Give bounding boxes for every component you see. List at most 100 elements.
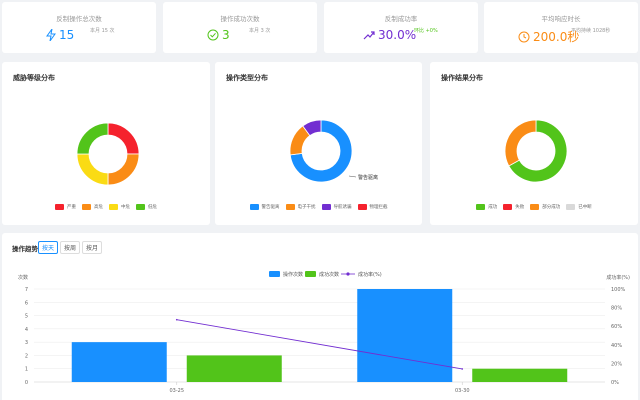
stat-title: 平均响应时长 — [541, 15, 581, 23]
legend-label[interactable]: 成功次数 — [319, 271, 339, 278]
donut-slice-警告驱离[interactable] — [289, 119, 353, 183]
stat-sub: 平均持续 1028秒 — [571, 28, 611, 34]
legend-item[interactable]: 失败 — [503, 204, 524, 210]
legend-swatch — [285, 204, 295, 210]
stat-value: 15 — [46, 28, 74, 42]
tab-by-week[interactable]: 按周 — [60, 241, 81, 254]
legend-label: 电子干扰 — [297, 205, 316, 210]
operation-result-card: 操作结果分布 成功 失败 部分成功 已中断 — [430, 62, 638, 225]
y2-tick-label: 80% — [611, 306, 622, 312]
y-tick-label: 3 — [25, 340, 28, 346]
callout-line — [348, 175, 357, 178]
legend-label: 低危 — [148, 205, 157, 210]
legend-item[interactable]: 部分成功 — [530, 204, 560, 210]
legend-item[interactable]: 导航诱骗 — [321, 204, 352, 210]
period-tabs: 按天 按周 按月 — [38, 241, 103, 254]
bar-操作次数-03-25[interactable] — [71, 342, 167, 382]
donut-slice-中危[interactable] — [76, 153, 109, 186]
tab-by-month[interactable]: 按月 — [82, 241, 103, 254]
stat-value: 30.0% — [363, 28, 416, 42]
y-tick-label: 0 — [25, 380, 28, 386]
card-title: 操作类型分布 — [226, 74, 268, 82]
legend-item[interactable]: 低危 — [136, 204, 157, 210]
card-title: 操作趋势 — [12, 245, 38, 253]
donut-slice-高危[interactable] — [107, 153, 140, 186]
success-rate-point-03-30[interactable] — [461, 368, 464, 370]
tab-by-day[interactable]: 按天 — [38, 241, 59, 254]
stat-card-success: 操作成功次数 3 本月 3 次 — [163, 2, 317, 53]
y-tick-label: 2 — [25, 353, 28, 359]
trend-combo-chart: 0 1 2 3 4 5 6 7 0% 20% 40% 60% 80% 100% 次数 成功率(%) 操作次数 成功… — [18, 271, 630, 394]
y-tick-label: 7 — [25, 287, 28, 293]
y-axis-label: 次数 — [18, 274, 28, 281]
donut-slice-低危[interactable] — [76, 122, 109, 155]
legend-label: 严重 — [67, 205, 76, 210]
legend-item[interactable]: 已中断 — [566, 204, 592, 210]
stat-title: 操作成功次数 — [220, 15, 260, 23]
y2-tick-label: 40% — [611, 343, 622, 349]
legend-label: 成功 — [488, 205, 498, 210]
legend-label: 高危 — [94, 205, 103, 210]
stat-sub: 本月 3 次 — [249, 28, 271, 34]
y2-axis-label: 成功率(%) — [606, 274, 630, 281]
y2-tick-label: 100% — [611, 287, 626, 293]
trend-up-icon — [363, 31, 375, 40]
success-rate-point-03-25[interactable] — [175, 318, 178, 321]
legend-item[interactable]: 高危 — [82, 204, 103, 210]
y-tick-label: 1 — [25, 367, 28, 373]
stat-sub: 本月 15 次 — [90, 28, 115, 34]
threat-legend: 严重 高危 中危 低危 — [2, 204, 210, 210]
legend-swatch — [321, 204, 331, 210]
legend-item[interactable]: 成功 — [476, 204, 497, 210]
legend-swatch — [305, 271, 316, 277]
legend-label: 部分成功 — [542, 205, 561, 210]
threat-donut-chart — [76, 122, 140, 186]
donut-slice-成功[interactable] — [508, 119, 568, 183]
stat-card-response: 平均响应时长 200.0秒 平均持续 1028秒 — [484, 2, 638, 53]
stat-value: 3 — [207, 28, 230, 42]
legend-marker — [346, 272, 350, 276]
legend-swatch — [82, 204, 91, 210]
operation-trend-card: 操作趋势 按天 按周 按月 0 1 2 3 4 5 6 7 0% 20% 40% 60% 80% 100%… — [2, 233, 638, 400]
y-tick-label: 4 — [25, 327, 28, 333]
legend-label[interactable]: 操作次数 — [283, 271, 303, 278]
operation-type-legend: 警告驱离 电子干扰 导航诱骗 物理拦截 — [215, 204, 422, 210]
legend-item[interactable]: 中危 — [109, 204, 130, 210]
card-title: 威胁等级分布 — [13, 74, 55, 82]
legend-item[interactable]: 警告驱离 — [249, 204, 280, 210]
legend-swatch — [530, 204, 540, 210]
legend-swatch — [55, 204, 64, 210]
legend-label: 已中断 — [578, 205, 592, 210]
x-tick-label: 03-25 — [169, 388, 184, 394]
stat-title: 反制操作总次数 — [56, 15, 102, 23]
operation-type-card: 操作类型分布 警告驱离 警告驱离 电子干扰 导航诱骗 物理拦截 — [215, 62, 422, 225]
legend-label: 失败 — [515, 205, 525, 210]
bar-操作次数-03-30[interactable] — [357, 289, 453, 382]
stat-card-total: 反制操作总次数 15 本月 15 次 — [2, 2, 156, 53]
stat-value: 200.0秒 — [518, 28, 579, 45]
stat-sub: 环比 +0% — [414, 28, 438, 34]
donut-slice-部分成功[interactable] — [504, 119, 537, 167]
operation-type-donut-chart: 警告驱离 — [289, 119, 378, 183]
donut-slice-严重[interactable] — [107, 122, 140, 155]
legend-item[interactable]: 电子干扰 — [285, 204, 316, 210]
legend-swatch — [269, 271, 280, 277]
legend-swatch — [476, 204, 486, 210]
legend-swatch — [136, 204, 145, 210]
legend-swatch — [503, 204, 513, 210]
success-rate-line — [176, 319, 463, 370]
x-tick-label: 03-30 — [455, 388, 470, 394]
bar-成功次数-03-30[interactable] — [472, 368, 568, 382]
legend-swatch — [249, 204, 259, 210]
donut-slice-导航诱骗[interactable] — [302, 119, 322, 137]
legend-item[interactable]: 严重 — [55, 204, 76, 210]
clock-icon — [518, 31, 530, 42]
legend-label[interactable]: 成功率(%) — [358, 271, 382, 278]
legend-item[interactable]: 物理拦截 — [357, 204, 388, 210]
y-tick-label: 6 — [25, 300, 28, 306]
bolt-icon — [46, 29, 56, 41]
bar-成功次数-03-25[interactable] — [186, 355, 282, 382]
card-title: 操作结果分布 — [441, 74, 483, 82]
callout-label: 警告驱离 — [358, 174, 378, 181]
legend-label: 物理拦截 — [369, 205, 388, 210]
